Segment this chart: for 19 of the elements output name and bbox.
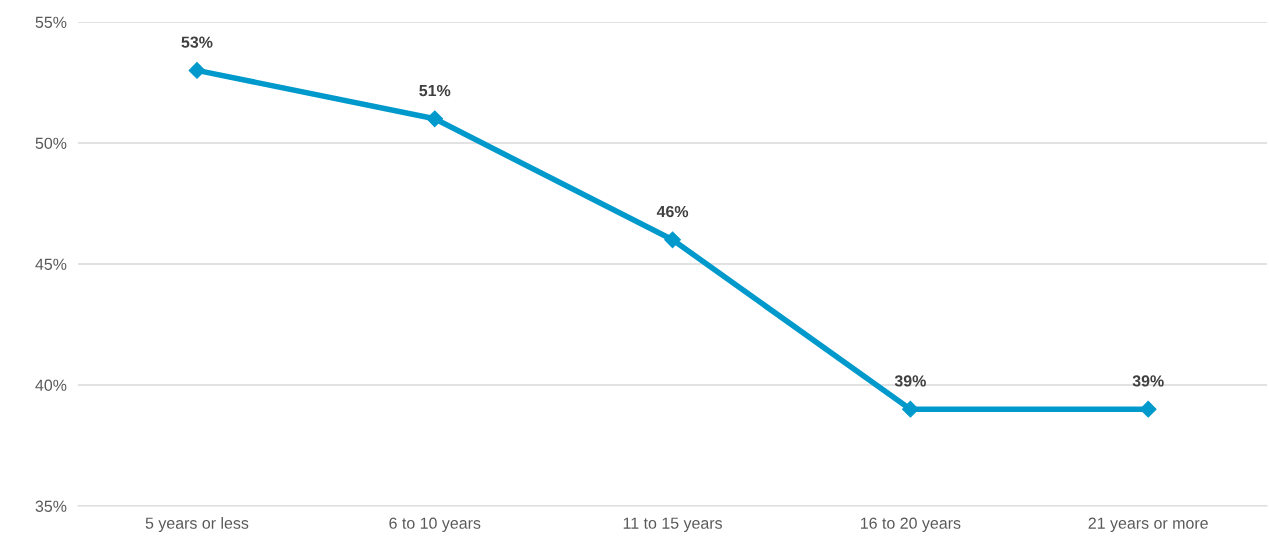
y-tick-label: 55% (35, 16, 67, 28)
x-tick-label: 16 to 20 years (860, 517, 961, 532)
x-tick-label: 6 to 10 years (389, 517, 481, 532)
y-tick-label: 45% (35, 258, 67, 270)
data-label: 39% (894, 375, 926, 387)
point (664, 231, 681, 249)
data-label: 39% (1132, 375, 1164, 387)
data-label: 46% (656, 205, 689, 218)
point (426, 110, 444, 128)
point (188, 62, 206, 79)
data-label: 53% (181, 36, 213, 48)
x-tick-label: 11 to 15 years (623, 517, 723, 532)
y-tick-label: 35% (35, 500, 67, 512)
data-label: 51% (419, 84, 451, 97)
x-tick-label: 5 years or less (145, 517, 249, 532)
point (902, 400, 919, 418)
y-tick-label: 40% (35, 379, 67, 391)
y-tick-label: 50% (35, 137, 67, 149)
x-tick-label: 21 years or more (1088, 517, 1208, 532)
